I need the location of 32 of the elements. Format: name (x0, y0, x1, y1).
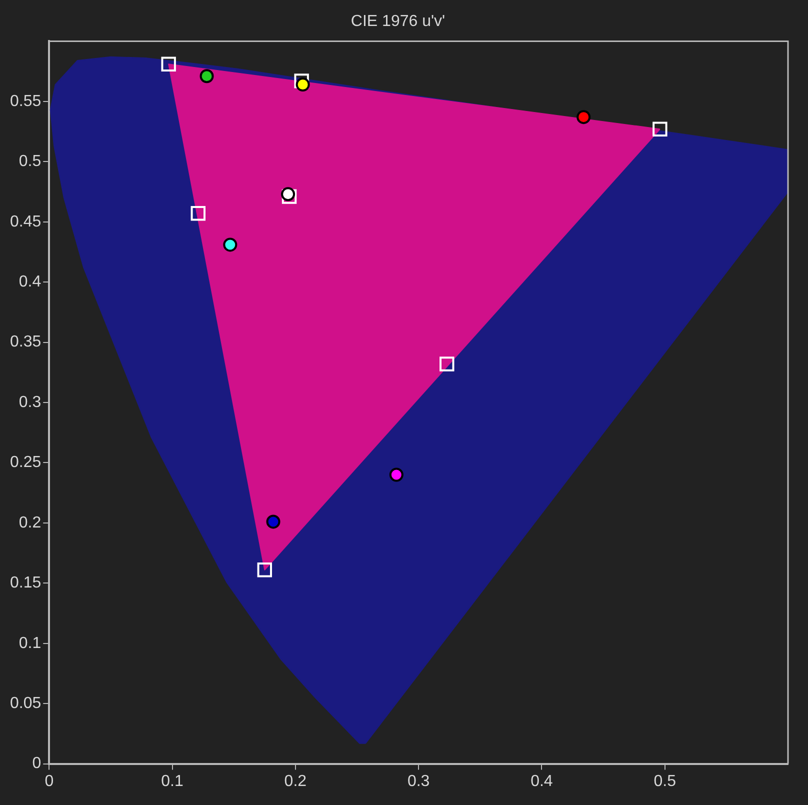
y-tick-label: 0.25 (10, 454, 42, 472)
point (266, 514, 280, 529)
y-tick-label: 0.35 (10, 334, 42, 351)
y-tick-label: 0.2 (18, 514, 42, 532)
point (282, 189, 297, 204)
y-tick-label: 0 (32, 755, 42, 772)
x-tick-label: 0.5 (654, 772, 676, 790)
y-tick-label: 0.45 (10, 213, 42, 230)
x-tick-label: 0 (44, 772, 54, 790)
point (294, 74, 309, 88)
point (652, 122, 668, 136)
x-tick-label: 0.2 (284, 772, 307, 790)
point (576, 110, 591, 124)
point (440, 356, 454, 372)
chart-title: CIE 1976 u'v' (350, 13, 446, 30)
y-tick-label: 0.15 (10, 574, 42, 592)
y-tick-label: 0.5 (18, 153, 42, 170)
y-tick-label: 0.3 (18, 394, 42, 411)
point (257, 562, 272, 578)
point (296, 78, 310, 92)
x-tick-label: 0.1 (161, 772, 184, 790)
point (200, 69, 214, 84)
point (190, 206, 206, 221)
y-tick-label: 0.1 (18, 634, 42, 652)
y-tick-label: 0.4 (18, 273, 42, 290)
x-tick-label: 0.4 (530, 772, 553, 790)
y-tick-label: 0.05 (10, 694, 42, 712)
x-tick-label: 0.3 (407, 772, 430, 790)
point (223, 238, 238, 252)
point (161, 56, 176, 72)
y-tick-label: 0.55 (10, 92, 42, 110)
point (389, 468, 404, 482)
